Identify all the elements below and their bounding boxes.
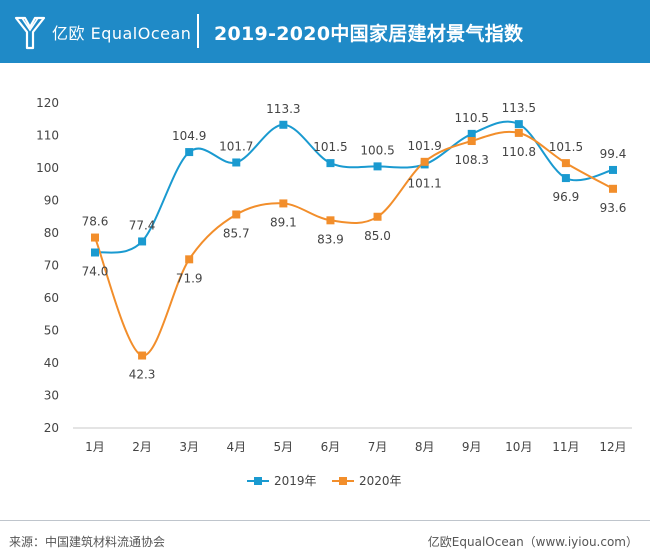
data-point-2019[interactable] [514,120,523,129]
credit-note[interactable]: 亿欧EqualOcean（www.iyiou.com） [427,535,638,549]
y-tick-label: 30 [44,389,59,403]
data-label: 104.9 [172,129,206,143]
x-tick-label: 8月 [415,440,435,454]
data-point-2020[interactable] [420,157,429,166]
x-tick-label: 3月 [179,440,199,454]
data-label: 96.9 [553,190,580,204]
y-tick-label: 40 [44,356,59,370]
data-point-2019[interactable] [279,120,288,129]
data-label: 113.3 [266,102,300,116]
x-tick-label: 5月 [274,440,294,454]
data-label: 83.9 [317,232,344,246]
data-label: 78.6 [82,215,109,229]
y-tick-label: 80 [44,226,59,240]
chart-axes: 20 30 40 50 60 70 80 90 100 110 120 1月 2月 3月 4月 5月 6月 7月 8… [36,96,632,454]
source-note: 来源：中国建筑材料流通协会 [9,535,166,549]
data-point-2019[interactable] [232,158,241,167]
y-tick-label: 90 [44,194,59,208]
y-tick-label: 110 [36,129,59,143]
data-point-2020[interactable] [373,212,382,221]
data-label: 101.1 [407,176,441,190]
data-point-2020[interactable] [561,159,570,168]
x-tick-label: 9月 [462,440,482,454]
data-label: 71.9 [176,271,203,285]
data-label: 113.5 [502,101,536,115]
data-label: 110.8 [502,145,536,159]
x-tick-label: 12月 [599,440,626,454]
data-label: 93.6 [600,201,627,215]
data-label: 89.1 [270,215,297,229]
data-label: 42.3 [129,368,156,382]
y-tick-label: 60 [44,291,59,305]
x-tick-label: 11月 [552,440,579,454]
x-tick-label: 10月 [505,440,532,454]
data-point-2019[interactable] [373,162,382,171]
page-title: 2019-2020中国家居建材景气指数 [214,23,524,45]
data-point-2020[interactable] [138,351,147,360]
data-point-2020[interactable] [326,216,335,225]
data-point-2020[interactable] [91,233,99,242]
data-label: 101.7 [219,139,253,153]
footer-divider [0,520,650,521]
data-point-2020[interactable] [514,128,523,137]
data-point-2020[interactable] [185,255,194,264]
data-point-2019[interactable] [326,159,335,168]
legend-marker [254,477,262,485]
brand-name: 亿欧 EqualOcean [52,24,192,43]
y-tick-label: 20 [44,421,59,435]
data-point-2020[interactable] [609,184,617,193]
data-label: 101.9 [407,139,441,153]
x-tick-label: 1月 [85,440,105,454]
data-label: 101.5 [549,140,583,154]
data-label: 77.4 [129,218,156,232]
data-label: 85.0 [364,229,391,243]
series-line-2020 [94,130,614,357]
data-point-2019[interactable] [185,148,194,157]
data-label: 99.4 [600,147,627,161]
data-label: 85.7 [223,226,250,240]
data-label: 110.5 [455,111,489,125]
legend-label: 2020年 [359,474,402,488]
data-label: 108.3 [455,153,489,167]
x-tick-label: 6月 [321,440,341,454]
chart-data-labels: 74.0 77.4 104.9 101.7 113.3 101.5 100.5 101.1 11… [82,101,627,381]
data-point-2020[interactable] [232,210,241,219]
data-point-2020[interactable] [467,137,476,146]
chart-legend[interactable]: 2019年 2020年 [247,474,402,488]
brand-logo[interactable]: 亿欧 EqualOcean [14,13,191,51]
data-point-2019[interactable] [561,174,570,183]
legend-label: 2019年 [274,474,317,488]
header-divider [197,14,199,48]
x-tick-label: 7月 [368,440,388,454]
legend-marker [339,477,347,485]
equalocean-logo-icon [14,16,46,50]
data-point-2020[interactable] [279,199,288,208]
y-tick-label: 50 [44,324,59,338]
x-tick-label: 4月 [226,440,246,454]
header-bar: 亿欧 EqualOcean 2019-2020中国家居建材景气指数 [0,0,650,63]
data-label: 100.5 [360,143,394,157]
data-label: 74.0 [82,265,109,279]
chart-lines [91,120,617,360]
line-chart: 20 30 40 50 60 70 80 90 100 110 120 1月 2月 3月 4月 5月 6月 7月 8… [36,96,632,488]
y-tick-label: 120 [36,96,59,110]
data-point-2019[interactable] [138,237,147,246]
data-point-2019[interactable] [467,129,476,138]
data-label: 101.5 [313,140,347,154]
y-tick-label: 70 [44,259,59,273]
data-point-2019[interactable] [609,165,617,174]
y-tick-label: 100 [36,161,59,175]
x-tick-label: 2月 [132,440,152,454]
data-point-2019[interactable] [91,248,99,257]
